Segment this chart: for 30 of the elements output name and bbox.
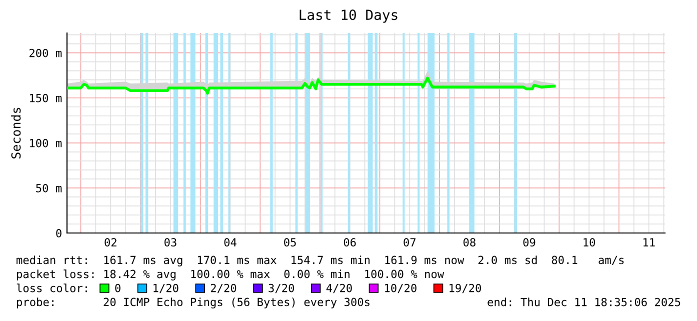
- y-tick-label: 200 m: [30, 48, 62, 58]
- x-tick-label: 06: [344, 238, 356, 247]
- legend-label: 0: [115, 284, 120, 292]
- y-tick-label: 150 m: [30, 94, 62, 102]
- y-tick-label: 0: [56, 229, 62, 238]
- line-series: [67, 76, 556, 95]
- text: median rtt: 161.7 ms avg 170.1 ms max 154.7 ms min 161.9 ms now 2.0 ms sd 80.1 am/s: [16, 256, 624, 266]
- y-tick-label: 100 m: [30, 138, 62, 148]
- x-tick-label: 08: [463, 238, 476, 247]
- chart-title: Last 10 Days: [300, 10, 398, 23]
- x-tick-label: 03: [164, 238, 176, 247]
- legend-label: 1/20: [154, 284, 178, 294]
- legend-label: 4/20: [326, 284, 352, 294]
- x-tick-label: 02: [104, 238, 116, 247]
- legend-label: 3/20: [268, 284, 294, 294]
- text: end: Thu Dec 11 18:35:06 2025: [488, 298, 680, 306]
- y-axis-title: Seconds: [11, 108, 21, 158]
- x-tick-label: 05: [284, 238, 296, 247]
- x-tick-label: 11: [644, 238, 655, 246]
- x-tick-label: 07: [404, 238, 416, 247]
- legend-label: 2/20: [210, 284, 236, 294]
- legend-title: loss color:: [16, 284, 87, 292]
- x-tick-label: 04: [224, 238, 236, 247]
- legend-label: 10/20: [385, 284, 416, 294]
- text: packet loss: 18.42 % avg 100.00 % max 0.00 % min 100.00 % now: [17, 270, 444, 280]
- x-tick-label: 09: [523, 238, 536, 247]
- text: probe: 20 ICMP Echo Pings (56 Bytes) every 300s: [17, 298, 370, 308]
- legend-label: 19/20: [450, 284, 481, 294]
- y-tick-label: 50 m: [36, 184, 62, 192]
- x-tick-label: 10: [584, 238, 596, 247]
